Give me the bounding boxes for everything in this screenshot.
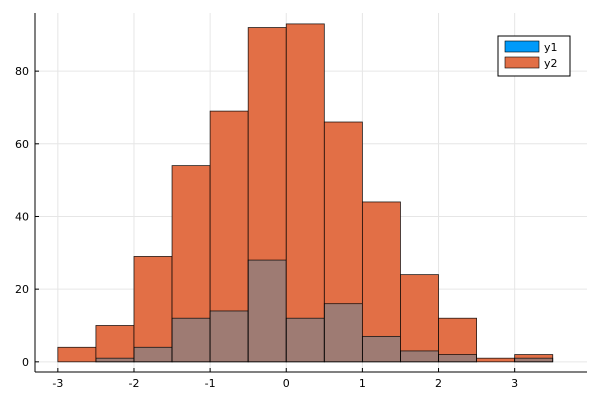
bar-overlap <box>514 358 553 362</box>
x-tick-label: 1 <box>359 377 366 390</box>
bar-y2 <box>133 256 173 348</box>
bar-overlap <box>286 318 325 362</box>
bar-overlap <box>133 347 173 362</box>
bar-y2 <box>57 347 96 362</box>
bar-overlap <box>362 336 401 362</box>
bar-y2 <box>438 318 477 355</box>
bar-y2 <box>362 201 401 337</box>
x-tick-label: -1 <box>205 377 216 390</box>
legend-label-y2: y2 <box>544 57 558 70</box>
bar-outline-y1 <box>514 357 554 363</box>
bar-overlap <box>324 303 363 362</box>
bar-y2 <box>286 23 325 319</box>
legend-swatch-y1 <box>504 40 540 53</box>
bar-y2 <box>514 354 553 359</box>
bars <box>57 23 554 363</box>
bar-y2 <box>95 325 134 359</box>
bar-y2 <box>172 165 211 319</box>
axes <box>34 13 587 373</box>
legend-swatch-y2 <box>504 56 540 69</box>
y-tick-label: 40 <box>15 210 29 223</box>
legend-label-y1: y1 <box>544 41 558 54</box>
y-tick-label: 80 <box>15 65 29 78</box>
bar-overlap <box>95 358 134 362</box>
x-tick-label: 3 <box>511 377 518 390</box>
y-tick-label: 20 <box>15 283 29 296</box>
x-tick-label: -3 <box>52 377 63 390</box>
bar-y2 <box>248 27 287 261</box>
legend: y1 y2 <box>497 35 571 77</box>
bar-overlap <box>400 350 439 362</box>
bar-y2 <box>324 122 363 304</box>
y-tick-label: 60 <box>15 138 29 151</box>
bar-overlap <box>210 310 249 362</box>
bar-overlap <box>438 354 477 362</box>
x-tick-label: 2 <box>435 377 442 390</box>
y-tick-label: 0 <box>22 356 29 369</box>
bar-y2 <box>400 274 439 351</box>
bar-overlap <box>248 260 287 362</box>
bar-y2 <box>210 111 249 311</box>
tick-labels: -3 -2 -1 0 1 2 3 0 20 40 60 80 <box>15 65 518 390</box>
x-tick-label: 0 <box>283 377 290 390</box>
bar-y2 <box>476 358 515 362</box>
bar-overlap <box>172 318 211 362</box>
x-tick-label: -2 <box>128 377 139 390</box>
